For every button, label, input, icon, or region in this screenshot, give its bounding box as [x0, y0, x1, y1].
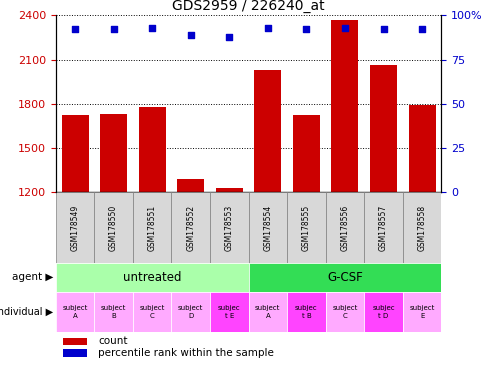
Text: count: count — [98, 336, 127, 346]
Bar — [254, 70, 281, 192]
Text: GSM178550: GSM178550 — [109, 204, 118, 251]
Bar — [287, 192, 325, 263]
Text: subject
C: subject C — [139, 305, 165, 319]
Point — [71, 26, 79, 33]
Point — [225, 33, 233, 40]
Text: GSM178557: GSM178557 — [378, 204, 387, 251]
Bar — [248, 292, 287, 332]
Bar — [215, 188, 242, 192]
Text: individual ▶: individual ▶ — [0, 307, 53, 317]
Point — [186, 32, 194, 38]
Point — [148, 25, 156, 31]
Bar — [402, 192, 440, 263]
Bar — [56, 263, 248, 292]
Bar — [369, 65, 396, 192]
Point — [340, 25, 348, 31]
Bar — [63, 338, 87, 345]
Text: GSM178556: GSM178556 — [340, 204, 349, 251]
Bar — [325, 192, 363, 263]
Bar — [292, 116, 319, 192]
Bar — [210, 292, 248, 332]
Point — [109, 26, 117, 33]
Text: subject
A: subject A — [62, 305, 88, 319]
Title: GDS2959 / 226240_at: GDS2959 / 226240_at — [172, 0, 324, 13]
Text: GSM178551: GSM178551 — [147, 204, 156, 251]
Text: GSM178558: GSM178558 — [417, 204, 426, 251]
Bar — [61, 116, 89, 192]
Bar — [63, 349, 87, 357]
Bar — [100, 114, 127, 192]
Text: subject
B: subject B — [101, 305, 126, 319]
Text: percentile rank within the sample: percentile rank within the sample — [98, 348, 273, 358]
Bar — [363, 292, 402, 332]
Text: subjec
t E: subjec t E — [217, 305, 240, 319]
Text: untreated: untreated — [122, 271, 181, 284]
Bar — [94, 292, 133, 332]
Bar — [94, 192, 133, 263]
Bar — [408, 105, 435, 192]
Text: subjec
t B: subjec t B — [294, 305, 317, 319]
Text: subject
D: subject D — [178, 305, 203, 319]
Bar — [287, 292, 325, 332]
Bar — [133, 292, 171, 332]
Bar — [138, 107, 166, 192]
Text: subject
C: subject C — [332, 305, 357, 319]
Text: GSM178549: GSM178549 — [70, 204, 79, 251]
Text: subject
E: subject E — [408, 305, 434, 319]
Bar — [331, 20, 358, 192]
Point — [302, 26, 310, 33]
Text: subjec
t D: subjec t D — [371, 305, 394, 319]
Bar — [363, 192, 402, 263]
Bar — [56, 192, 94, 263]
Bar — [133, 192, 171, 263]
Point — [379, 26, 387, 33]
Bar — [248, 192, 287, 263]
Text: GSM178552: GSM178552 — [186, 204, 195, 251]
Bar — [171, 192, 210, 263]
Bar — [171, 292, 210, 332]
Text: subject
A: subject A — [255, 305, 280, 319]
Bar — [56, 292, 94, 332]
Text: GSM178554: GSM178554 — [263, 204, 272, 251]
Bar — [177, 179, 204, 192]
Text: G-CSF: G-CSF — [326, 271, 362, 284]
Bar — [402, 292, 440, 332]
Bar — [325, 292, 363, 332]
Point — [417, 26, 425, 33]
Text: GSM178555: GSM178555 — [301, 204, 310, 251]
Text: agent ▶: agent ▶ — [12, 272, 53, 283]
Bar — [248, 263, 440, 292]
Text: GSM178553: GSM178553 — [224, 204, 233, 251]
Bar — [210, 192, 248, 263]
Point — [263, 25, 271, 31]
